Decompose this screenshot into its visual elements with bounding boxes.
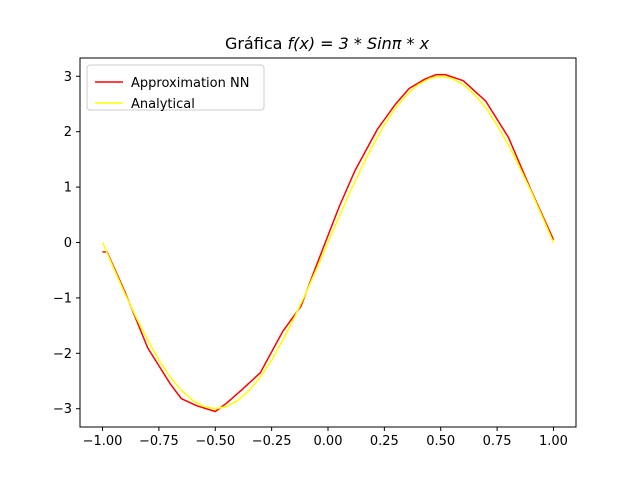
y-tick-label: 1 (64, 181, 72, 196)
x-tick-label: 0.25 (370, 434, 399, 449)
series-layer (101, 73, 555, 413)
chart-title-prefix: Gráfica (225, 34, 288, 53)
chart-title: Gráfica f(x) = 3 * Sinπ * x (225, 34, 430, 53)
y-tick-label: 0 (64, 236, 72, 251)
x-axis: −1.00 −0.75 −0.50 −0.25 0.00 0.25 0.50 0.75 1.00 (83, 427, 568, 449)
x-tick-label: −0.50 (195, 434, 235, 449)
legend-label: Analytical (131, 97, 195, 112)
x-tick-label: −0.25 (252, 434, 292, 449)
x-tick-label: 1.00 (539, 434, 568, 449)
x-tick-label: −0.75 (139, 434, 179, 449)
y-tick-label: −2 (53, 347, 72, 362)
x-tick-label: −1.00 (83, 434, 123, 449)
x-tick-label: 0.00 (314, 434, 343, 449)
x-tick-label: 0.75 (483, 434, 512, 449)
legend-box (86, 64, 265, 111)
chart-title-math: f(x) = 3 * Sinπ * x (288, 34, 430, 53)
y-axis: −3 −2 −1 0 1 2 3 (53, 70, 80, 417)
y-tick-label: −1 (53, 291, 72, 306)
legend-label: Approximation NN (131, 76, 249, 91)
x-tick-label: 0.50 (426, 434, 455, 449)
y-tick-label: −3 (53, 402, 72, 417)
y-tick-label: 3 (64, 70, 72, 85)
series-line-approximation-nn (102, 73, 555, 413)
series-line-analytical (101, 75, 555, 410)
y-tick-label: 2 (64, 125, 72, 140)
legend: Approximation NN Analytical (86, 64, 265, 112)
